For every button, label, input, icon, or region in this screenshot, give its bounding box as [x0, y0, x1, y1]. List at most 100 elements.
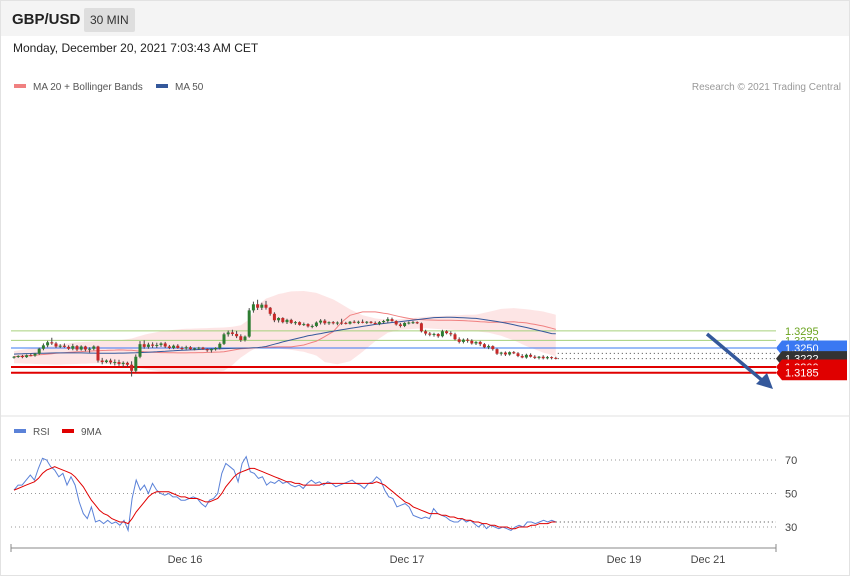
projection-arrow-head — [756, 373, 773, 389]
candle-body — [487, 346, 491, 348]
x-tick-label: Dec 17 — [390, 554, 425, 566]
candle-body — [503, 352, 507, 355]
candle-body — [415, 322, 419, 324]
candle-body — [163, 343, 167, 347]
candle-body — [285, 319, 289, 323]
candle-body — [335, 322, 339, 324]
legend-ma20-label: MA 20 + Bollinger Bands — [33, 82, 143, 93]
candle-body — [499, 352, 503, 354]
candle-body — [167, 346, 171, 348]
candle-body — [25, 355, 29, 358]
x-tick-label: Dec 19 — [607, 554, 642, 566]
candle-body — [340, 322, 344, 324]
legend-9ma-swatch — [62, 429, 74, 433]
candle-body — [361, 321, 365, 323]
candle-body — [495, 349, 499, 354]
ma20-line — [13, 311, 556, 358]
x-axis: Dec 16 Dec 17 Dec 19 Dec 21 — [10, 544, 777, 566]
candle-body — [365, 321, 369, 323]
candle-body — [109, 360, 113, 363]
candle-body — [205, 349, 209, 351]
candle-body — [377, 322, 381, 325]
candle-body — [197, 347, 201, 349]
candle-body — [193, 348, 197, 350]
timeframe-button[interactable]: 30 MIN — [84, 8, 135, 32]
candle-body — [201, 347, 205, 350]
candle-body — [75, 346, 79, 350]
candle-body — [12, 356, 16, 358]
candle-body — [520, 355, 524, 358]
candle-body — [184, 347, 188, 349]
candle-body — [100, 360, 104, 363]
legend-ma50-swatch — [156, 84, 168, 88]
candle-body — [218, 343, 222, 348]
candle-body — [398, 324, 402, 326]
moving-average-layer — [13, 311, 556, 358]
candle-body — [104, 360, 108, 363]
rsi-tick-70: 70 — [785, 455, 797, 467]
candle-body — [172, 345, 176, 348]
candle-body — [348, 321, 352, 324]
candle-body — [83, 346, 87, 350]
candle-body — [251, 304, 255, 311]
level-label-1.3185: 1.3185 — [785, 368, 819, 380]
candle-body — [323, 320, 327, 324]
candle-body — [134, 356, 138, 371]
candle-body — [403, 322, 407, 326]
candle-body — [470, 340, 474, 344]
candle-body — [256, 304, 260, 308]
candle-body — [113, 362, 117, 364]
candle-body — [92, 346, 96, 349]
candle-body — [41, 345, 45, 349]
candle-body — [155, 344, 159, 346]
candle-body — [344, 322, 348, 324]
candle-body — [386, 319, 390, 322]
candle-body — [449, 333, 453, 335]
candle-body — [58, 345, 62, 347]
bollinger-band-layer — [14, 291, 556, 374]
candle-body — [541, 356, 545, 359]
candle-body — [71, 346, 75, 349]
chart-header: GBP/USD 30 MIN — [1, 1, 849, 36]
candle-body — [151, 344, 155, 346]
candle-body — [512, 352, 516, 354]
candle-body — [20, 355, 24, 358]
legend-ma50-label: MA 50 — [175, 82, 204, 93]
x-tick-label: Dec 16 — [168, 554, 203, 566]
rsi-tick-30: 30 — [785, 522, 797, 534]
candle-body — [222, 334, 226, 344]
candle-body — [209, 349, 213, 351]
candle-body — [436, 333, 440, 337]
candle-body — [461, 339, 465, 342]
rsi-pane: 70 50 30 — [11, 455, 797, 534]
candle-body — [230, 332, 234, 334]
candle-body — [293, 322, 297, 324]
candle-body — [142, 344, 146, 347]
credit-text: Research © 2021 Trading Central — [692, 82, 841, 93]
candle-body — [264, 304, 268, 308]
candle-body — [382, 321, 386, 323]
candle-body — [478, 341, 482, 345]
candle-body — [306, 324, 310, 327]
candle-body — [533, 356, 537, 358]
candle-body — [331, 322, 335, 324]
candle-body — [289, 319, 293, 323]
candle-body — [67, 346, 71, 349]
legend-rsi-label: RSI — [33, 427, 50, 438]
candle-body — [239, 336, 243, 341]
candle-body — [33, 353, 37, 356]
candle-body — [453, 334, 457, 340]
candle-body — [146, 344, 150, 347]
candle-body — [54, 343, 58, 347]
candle-body — [554, 357, 558, 359]
ma50-line — [13, 316, 556, 355]
candle-body — [268, 307, 272, 314]
candle-body — [550, 357, 554, 359]
candle-body — [180, 348, 184, 349]
candle-body — [390, 319, 394, 322]
candle-body — [516, 353, 520, 356]
legend-9ma-label: 9MA — [81, 427, 102, 438]
candle-body — [419, 323, 423, 332]
